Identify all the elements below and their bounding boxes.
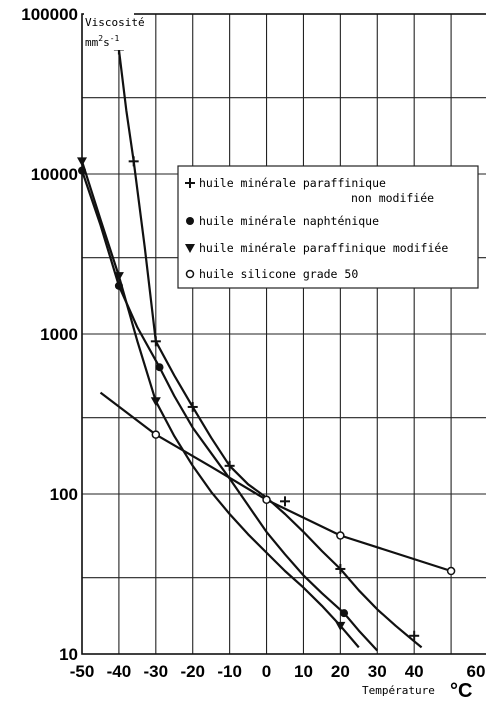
- data-point-dot: [155, 363, 164, 372]
- data-point-triangle: [113, 272, 124, 282]
- x-tick-label: -40: [107, 662, 132, 681]
- y-axis-title-bg: [84, 8, 134, 50]
- data-point-triangle: [150, 397, 161, 407]
- y-tick-label: 100000: [21, 5, 78, 24]
- y-axis-title: Viscosité: [85, 16, 145, 29]
- curve-silicone: [99, 391, 452, 573]
- data-point-circle: [151, 430, 161, 439]
- legend-markers: [185, 178, 195, 279]
- data-point-plus: [128, 156, 139, 167]
- data-point-dot: [114, 281, 123, 290]
- y-tick-label: 1000: [40, 325, 78, 344]
- x-tick-label: 0: [262, 662, 271, 681]
- legend-label-naphthenic: huile minérale naphténique: [199, 214, 379, 228]
- x-tick-label: 30: [368, 662, 387, 681]
- data-point-plus: [224, 460, 235, 471]
- series-curves: [80, 49, 452, 652]
- curve-paraffinic-modified: [80, 160, 360, 649]
- x-tick-label: -20: [180, 662, 205, 681]
- legend-label-paraffinic-unmodified-line2: non modifiée: [351, 191, 434, 205]
- y-axis-unit: mm2s-1: [85, 34, 120, 49]
- data-point-circle: [336, 531, 345, 540]
- legend-label-paraffinic-modified: huile minérale paraffinique modifiée: [199, 241, 448, 255]
- curve-paraffinic-unmodified: [117, 49, 423, 649]
- legend-marker-circle: [185, 269, 195, 279]
- x-tick-label: 10: [294, 662, 313, 681]
- grid: [81, 13, 486, 655]
- data-point-circle: [262, 495, 271, 505]
- x-tick-label: 60: [467, 662, 486, 681]
- x-tick-label: 20: [331, 662, 350, 681]
- y-tick-labels: 100000 10000 1000 100 10: [21, 5, 78, 664]
- data-point-dot: [78, 166, 86, 175]
- x-axis-unit: °C: [450, 680, 472, 702]
- y-tick-label: 10: [59, 645, 78, 664]
- legend-marker-triangle: [185, 244, 195, 253]
- y-tick-label: 10000: [31, 165, 78, 184]
- data-point-circle: [446, 566, 456, 576]
- x-tick-label: -30: [144, 662, 169, 681]
- legend-label-paraffinic-unmodified-line1: huile minérale paraffinique: [199, 176, 386, 190]
- data-point-plus: [409, 630, 420, 641]
- y-unit-mid: s: [103, 36, 110, 49]
- plot-border: [81, 13, 486, 655]
- data-point-plus: [280, 496, 290, 507]
- data-point-plus: [187, 401, 198, 412]
- data-point-triangle: [335, 621, 346, 631]
- plot-frame: [81, 13, 486, 655]
- legend: huile minérale paraffinique non modifiée…: [177, 165, 479, 289]
- legend-label-silicone: huile silicone grade 50: [199, 267, 358, 281]
- legend-marker-plus: [185, 178, 195, 188]
- y-unit-prefix: mm: [85, 36, 99, 49]
- data-point-plus: [335, 563, 346, 574]
- x-tick-label: -10: [217, 662, 242, 681]
- data-point-dot: [340, 609, 349, 618]
- data-point-plus: [150, 336, 161, 347]
- y-unit-exp1: 2: [98, 34, 103, 43]
- series-markers: [77, 44, 456, 641]
- y-unit-exp2: -1: [110, 34, 120, 43]
- x-tick-label: 40: [405, 662, 424, 681]
- data-point-triangle: [77, 157, 87, 167]
- x-tick-label: -50: [70, 662, 95, 681]
- legend-marker-dot: [186, 217, 194, 225]
- legend-box: [177, 165, 479, 289]
- y-tick-label: 100: [50, 485, 78, 504]
- x-tick-labels: -50 -40 -30 -20 -10 0 10 20 30 40 60: [70, 662, 486, 681]
- x-axis-title: Température: [362, 684, 435, 697]
